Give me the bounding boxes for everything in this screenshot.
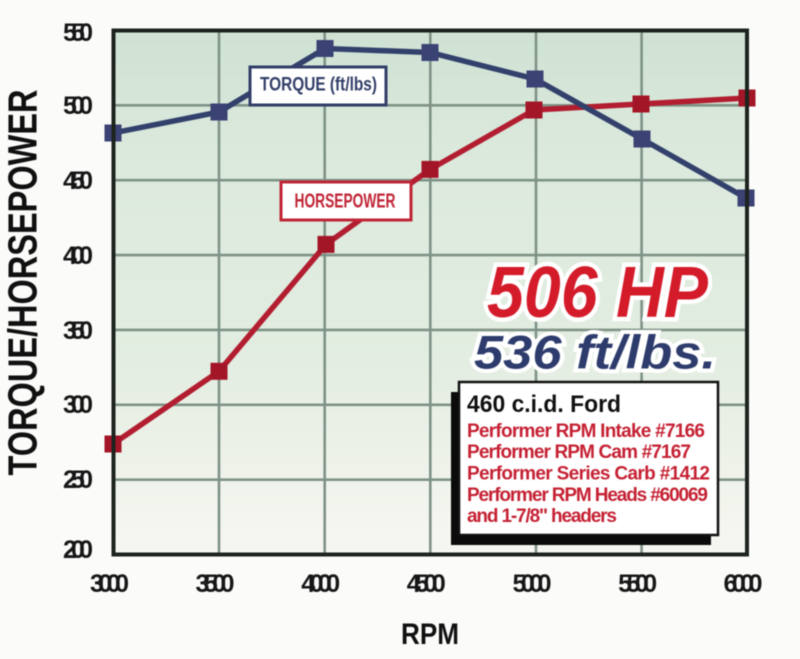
svg-text:506 HP: 506 HP <box>487 253 709 333</box>
svg-text:Performer RPM Heads #60069: Performer RPM Heads #60069 <box>467 485 708 506</box>
svg-text:TORQUE (ft/lbs): TORQUE (ft/lbs) <box>260 75 377 96</box>
svg-text:Performer RPM Intake #7166: Performer RPM Intake #7166 <box>467 421 705 442</box>
svg-text:536 ft/lbs.: 536 ft/lbs. <box>474 326 716 379</box>
svg-text:RPM: RPM <box>401 618 459 651</box>
svg-text:550: 550 <box>63 19 93 47</box>
svg-text:4000: 4000 <box>301 570 340 598</box>
svg-text:300: 300 <box>63 391 93 419</box>
svg-text:400: 400 <box>63 242 93 270</box>
svg-text:TORQUE/HORSEPOWER: TORQUE/HORSEPOWER <box>0 90 46 476</box>
svg-text:500: 500 <box>63 92 93 120</box>
svg-text:250: 250 <box>63 466 93 494</box>
svg-text:3500: 3500 <box>196 570 235 598</box>
svg-text:460 c.i.d. Ford: 460 c.i.d. Ford <box>467 391 621 418</box>
svg-text:Performer Series Carb #1412: Performer Series Carb #1412 <box>467 464 710 485</box>
svg-text:Performer RPM Cam #7167: Performer RPM Cam #7167 <box>467 442 691 463</box>
svg-text:200: 200 <box>63 536 93 564</box>
svg-text:4500: 4500 <box>407 570 446 598</box>
svg-text:and 1-7/8" headers: and 1-7/8" headers <box>467 506 617 527</box>
svg-text:6000: 6000 <box>724 570 763 598</box>
svg-text:3000: 3000 <box>90 570 129 598</box>
svg-text:5500: 5500 <box>618 570 657 598</box>
svg-text:350: 350 <box>63 317 93 345</box>
svg-text:HORSEPOWER: HORSEPOWER <box>295 191 396 213</box>
svg-text:450: 450 <box>63 167 93 195</box>
svg-text:5000: 5000 <box>513 570 552 598</box>
